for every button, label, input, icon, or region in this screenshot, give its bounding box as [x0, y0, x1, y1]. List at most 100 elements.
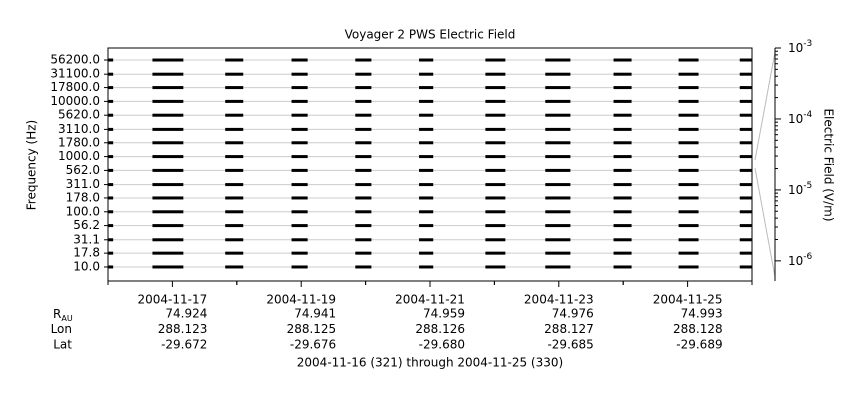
- spectrogram-cell: [678, 210, 699, 214]
- spectrogram-cell: [152, 210, 184, 214]
- spectrogram-cell: [613, 58, 632, 62]
- spectrogram-cell: [613, 196, 632, 200]
- y-tick-label: 311.0: [66, 177, 100, 191]
- spectrogram-cell: [613, 127, 632, 131]
- spectrogram-cell: [678, 196, 699, 200]
- spectrogram-cell: [225, 113, 244, 117]
- spectrogram-cell: [291, 155, 308, 159]
- spectrogram-cell: [152, 99, 184, 103]
- y-tick-label: 10.0: [73, 259, 100, 273]
- spectrogram-cell: [545, 251, 571, 255]
- y2-tick-label: 10-5: [788, 180, 812, 196]
- spectrogram-cell: [485, 238, 506, 242]
- y-tick-label: 10000.0: [50, 94, 100, 108]
- spectrogram-cell: [355, 183, 372, 187]
- y2-tick-label: 10-4: [788, 109, 813, 125]
- spectrogram-cell: [152, 155, 184, 159]
- spectrogram-cell: [739, 99, 752, 103]
- spectrogram-cell: [545, 72, 571, 76]
- spectrogram-cell: [678, 86, 699, 90]
- y-tick-label: 56200.0: [50, 53, 100, 67]
- spectrogram-cell: [485, 86, 506, 90]
- ephemeris-value: 74.924: [165, 307, 207, 321]
- y2-tick-exponent: -3: [803, 39, 812, 49]
- y2-tick-label: 10-6: [788, 251, 813, 267]
- colorbar-connector: [754, 51, 776, 161]
- spectrogram-cell: [225, 251, 244, 255]
- spectrogram-cell: [545, 113, 571, 117]
- ephemeris-value: -29.672: [161, 338, 207, 352]
- spectrogram-cell: [355, 196, 372, 200]
- spectrogram-cell: [419, 86, 434, 90]
- spectrogram-cell: [152, 224, 184, 228]
- spectrogram-cell: [108, 127, 114, 131]
- spectrogram-cell: [419, 168, 434, 172]
- y-tick-label: 100.0: [66, 204, 100, 218]
- spectrogram-cell: [355, 155, 372, 159]
- spectrogram-cell: [108, 251, 114, 255]
- y-tick-label: 562.0: [66, 163, 100, 177]
- spectrogram-cell: [108, 238, 114, 242]
- spectrogram-cell: [225, 141, 244, 145]
- ephemeris-row-label: Lat: [53, 338, 72, 352]
- spectrogram-cell: [225, 168, 244, 172]
- ephemeris-row-label-main: R: [53, 307, 61, 321]
- y2-tick-base: 10: [788, 182, 803, 196]
- spectrogram-cell: [545, 210, 571, 214]
- spectrogram-cell: [152, 113, 184, 117]
- ephemeris-value: 74.941: [294, 307, 336, 321]
- spectrogram-cell: [355, 265, 372, 269]
- spectrogram-cell: [225, 58, 244, 62]
- spectrogram-cell: [291, 183, 308, 187]
- spectrogram-cell: [225, 86, 244, 90]
- y-tick-label: 1000.0: [58, 149, 100, 163]
- spectrogram-cell: [678, 141, 699, 145]
- spectrogram-cell: [108, 210, 114, 214]
- spectrogram-cell: [108, 86, 114, 90]
- spectrogram-cell: [355, 224, 372, 228]
- y-tick-label: 31.1: [73, 232, 100, 246]
- spectrogram-cell: [355, 127, 372, 131]
- y-tick-label: 1780.0: [58, 135, 100, 149]
- spectrogram-cell: [545, 196, 571, 200]
- spectrogram-cell: [485, 72, 506, 76]
- spectrogram-cell: [545, 127, 571, 131]
- spectrogram-cell: [739, 168, 752, 172]
- spectrogram-cell: [613, 72, 632, 76]
- spectrogram-cell: [225, 183, 244, 187]
- spectrogram-cell: [291, 196, 308, 200]
- spectrogram-cell: [355, 72, 372, 76]
- spectrogram-cell: [152, 183, 184, 187]
- spectrogram-cell: [545, 265, 571, 269]
- plot-frame: [107, 47, 753, 282]
- spectrogram-cell: [419, 127, 434, 131]
- spectrogram-cell: [225, 196, 244, 200]
- y2-axis-label: Electric Field (V/m): [822, 108, 836, 221]
- ephemeris-value: 288.126: [415, 322, 465, 336]
- spectrogram-cell: [678, 58, 699, 62]
- spectrogram-cell: [678, 168, 699, 172]
- ephemeris-value: 74.959: [423, 307, 465, 321]
- spectrogram-cell: [152, 86, 184, 90]
- ephemeris-value: -29.680: [419, 338, 465, 352]
- spectrogram-cell: [613, 99, 632, 103]
- spectrogram-cell: [152, 168, 184, 172]
- spectrogram-cell: [485, 183, 506, 187]
- spectrogram-cell: [545, 58, 571, 62]
- y2-tick-base: 10: [788, 41, 803, 55]
- ephemeris-value: 288.127: [544, 322, 594, 336]
- spectrogram-cell: [485, 141, 506, 145]
- spectrogram-cell: [291, 72, 308, 76]
- spectrogram-cell: [108, 196, 114, 200]
- y-tick-label: 56.2: [73, 218, 100, 232]
- spectrogram-cell: [739, 58, 752, 62]
- spectrogram-cell: [225, 127, 244, 131]
- spectrogram-cell: [225, 72, 244, 76]
- spectrogram-cell: [485, 99, 506, 103]
- ephemeris-row-label-sub: AU: [61, 314, 72, 323]
- spectrogram-cell: [613, 155, 632, 159]
- spectrogram-cell: [225, 99, 244, 103]
- spectrogram-cell: [108, 168, 114, 172]
- ephemeris-value: 74.976: [552, 307, 594, 321]
